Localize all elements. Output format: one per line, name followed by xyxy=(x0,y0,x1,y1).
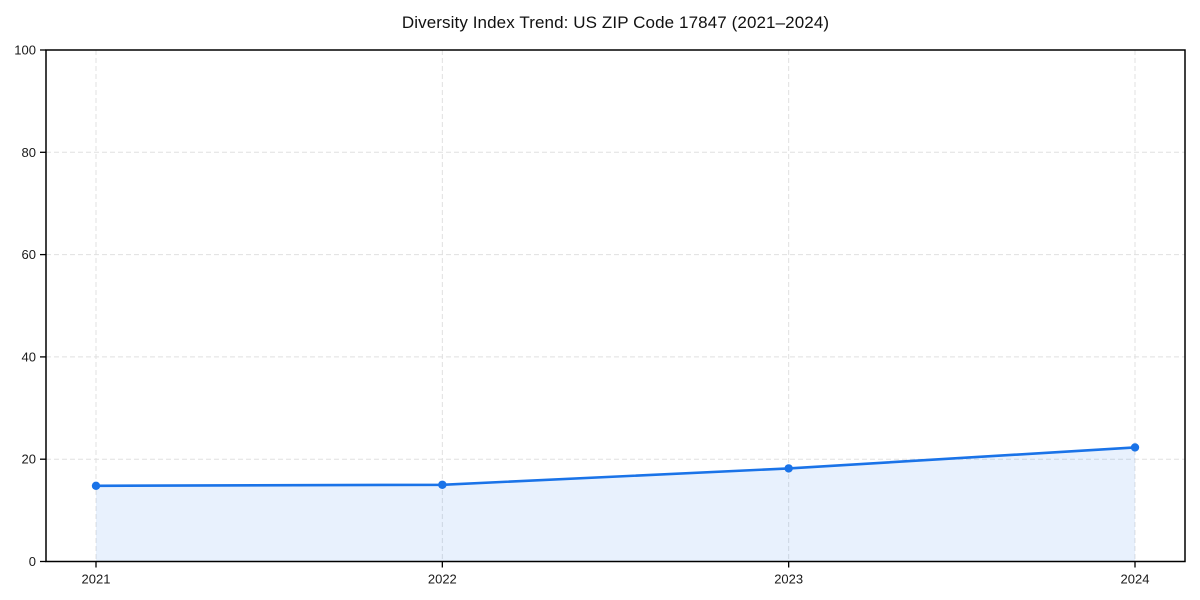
data-point xyxy=(784,464,793,473)
data-point xyxy=(1130,443,1140,452)
area-fill xyxy=(96,447,1135,562)
data-point xyxy=(438,480,447,489)
x-tick-label: 2024 xyxy=(1121,572,1150,587)
y-tick-label: 80 xyxy=(22,145,36,160)
chart-title: Diversity Index Trend: US ZIP Code 17847… xyxy=(401,13,830,32)
plot-border xyxy=(45,49,1186,563)
y-tick-label: 0 xyxy=(29,554,36,569)
y-tick-label: 40 xyxy=(22,349,36,364)
data-point xyxy=(91,481,101,490)
y-tick-label: 60 xyxy=(22,247,36,262)
x-tick-label: 2022 xyxy=(428,572,457,587)
y-tick-label: 20 xyxy=(22,452,36,467)
y-tick-label: 100 xyxy=(14,43,36,58)
trend-line xyxy=(94,446,1137,488)
x-tick-label: 2021 xyxy=(82,572,111,587)
x-tick-label: 2023 xyxy=(774,572,803,587)
